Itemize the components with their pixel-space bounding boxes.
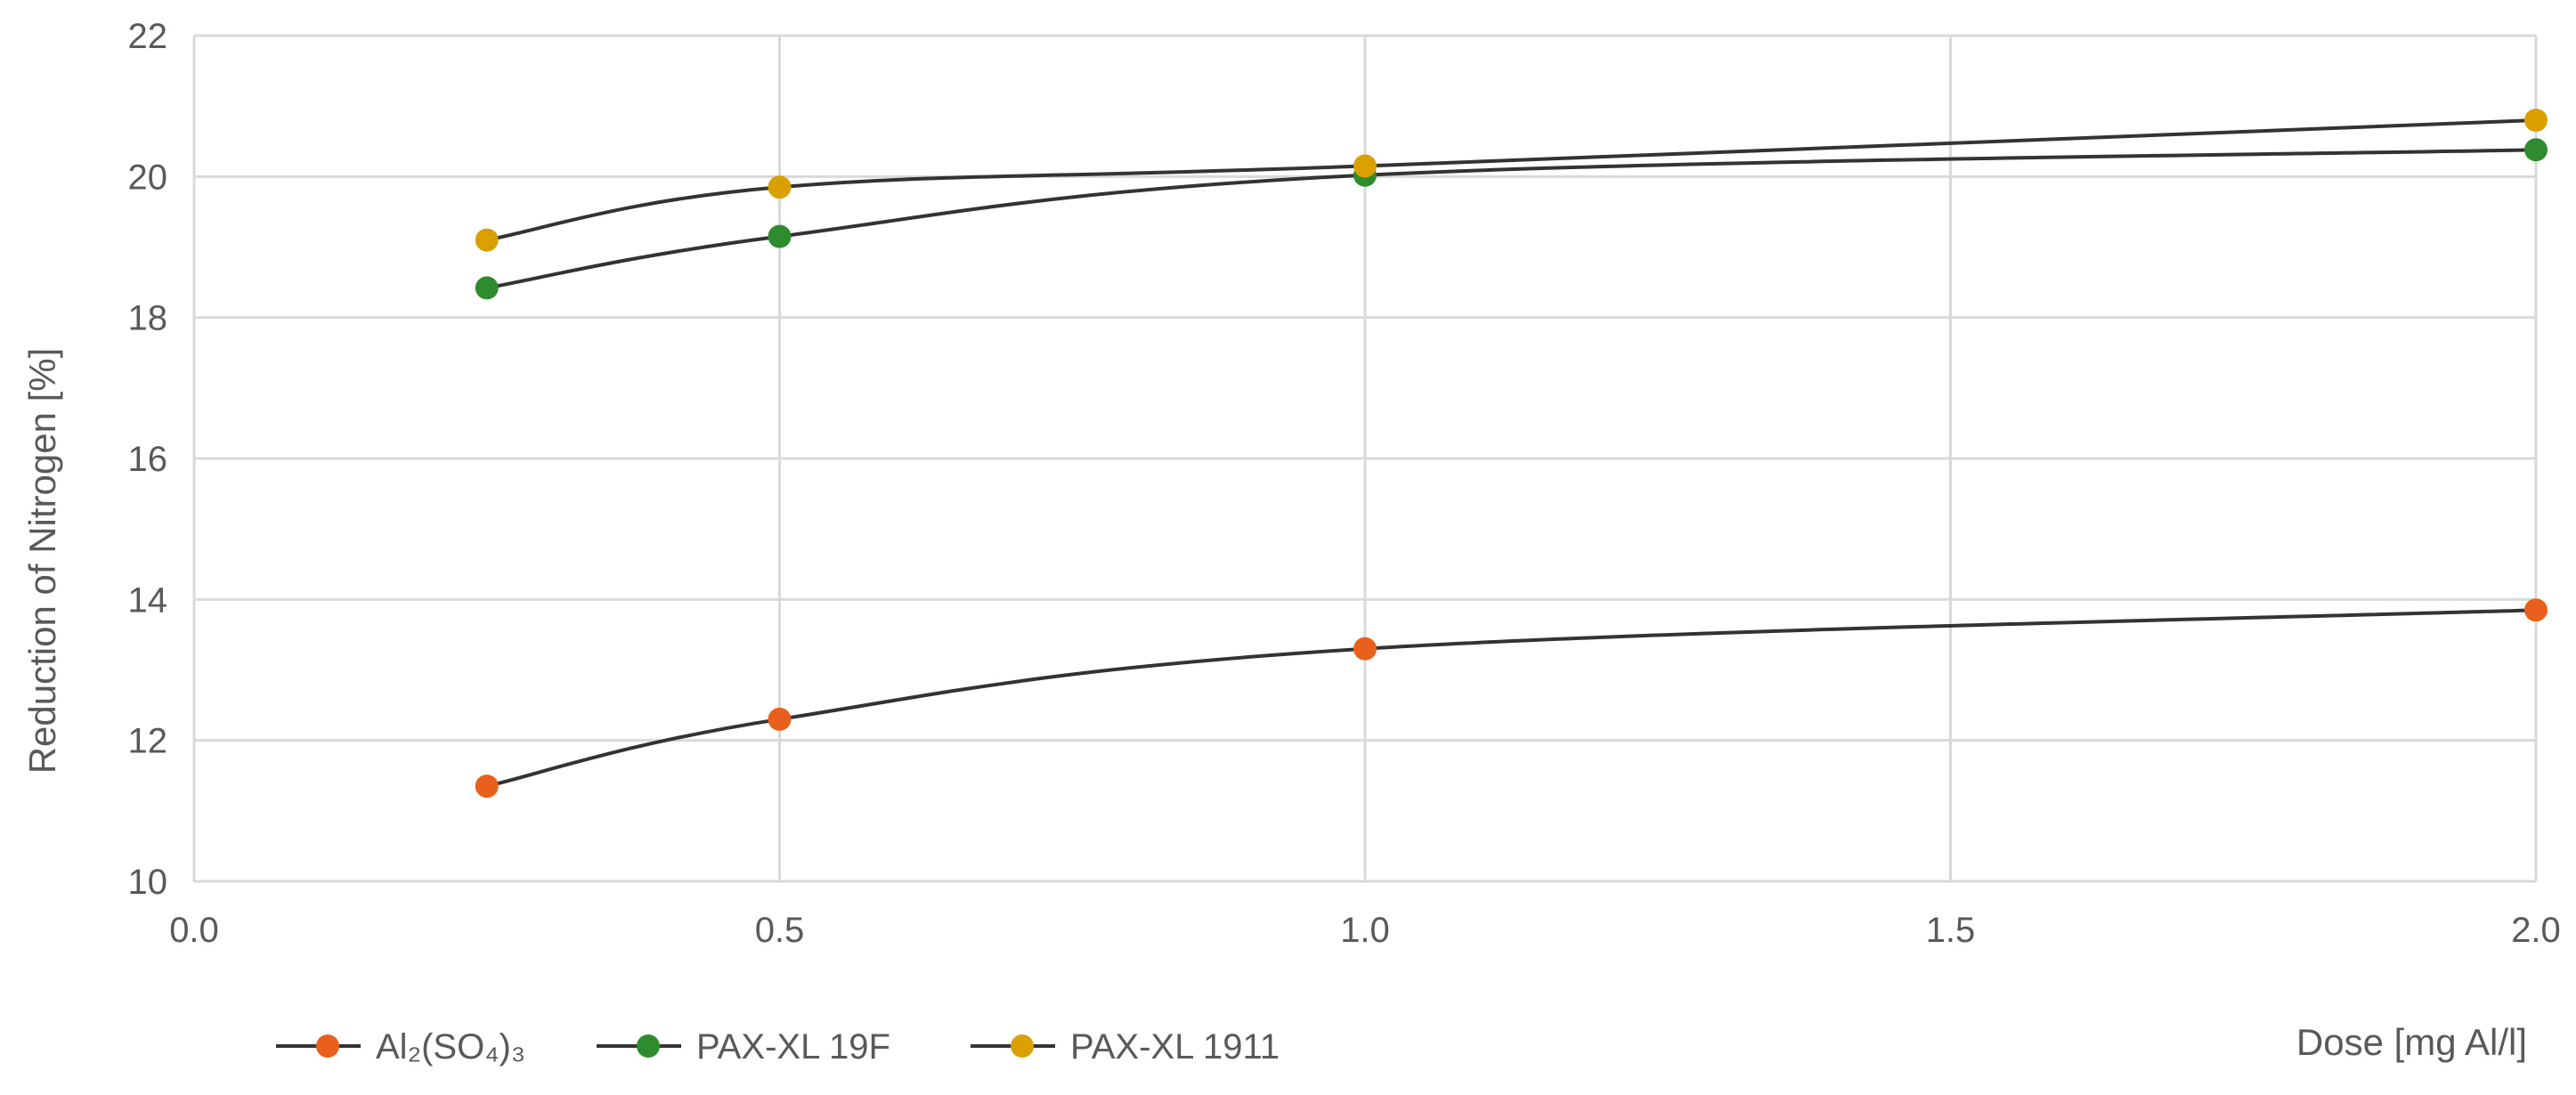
legend: Al₂(SO₄)₃ PAX-XL 19F PAX-XL 1911 xyxy=(276,1027,1280,1067)
x-tick-label: 0.5 xyxy=(755,911,805,950)
data-point xyxy=(475,276,499,300)
data-point xyxy=(1353,154,1377,178)
y-tick-label: 14 xyxy=(128,580,168,620)
series-points xyxy=(475,109,2548,799)
x-tick-label: 1.0 xyxy=(1340,911,1390,950)
x-tick-label: 2.0 xyxy=(2511,911,2561,950)
legend-label: PAX-XL 19F xyxy=(696,1027,890,1067)
data-point xyxy=(768,224,792,248)
data-point xyxy=(2524,109,2548,132)
data-point xyxy=(475,228,499,252)
x-tick-label: 0.0 xyxy=(169,911,219,950)
y-tick-label: 20 xyxy=(128,158,168,197)
series-line xyxy=(486,608,2537,789)
y-axis-title: Reduction of Nitrogen [%] xyxy=(21,348,63,775)
legend-marker xyxy=(1011,1034,1034,1058)
data-point xyxy=(2524,598,2548,622)
legend-marker xyxy=(637,1034,660,1058)
series-line xyxy=(486,118,2537,242)
x-axis-title: Dose [mg Al/l] xyxy=(2296,1021,2527,1063)
y-tick-label: 12 xyxy=(128,722,168,761)
data-point xyxy=(768,707,792,731)
legend-label: Al₂(SO₄)₃ xyxy=(376,1027,525,1067)
legend-marker xyxy=(316,1034,339,1058)
series-line xyxy=(486,148,2537,290)
y-axis-ticks: 10 12 14 16 18 20 22 xyxy=(128,17,168,902)
x-tick-label: 1.5 xyxy=(1926,911,1976,950)
y-tick-label: 10 xyxy=(128,863,168,902)
y-tick-label: 16 xyxy=(128,440,168,479)
data-point xyxy=(768,175,792,199)
data-point xyxy=(475,775,499,799)
data-point xyxy=(1353,637,1377,661)
x-axis-ticks: 0.0 0.5 1.0 1.5 2.0 xyxy=(169,911,2561,950)
y-tick-label: 18 xyxy=(128,299,168,338)
y-tick-label: 22 xyxy=(128,17,168,56)
data-point xyxy=(2524,138,2548,162)
series-lines xyxy=(486,118,2537,789)
legend-label: PAX-XL 1911 xyxy=(1070,1027,1280,1067)
